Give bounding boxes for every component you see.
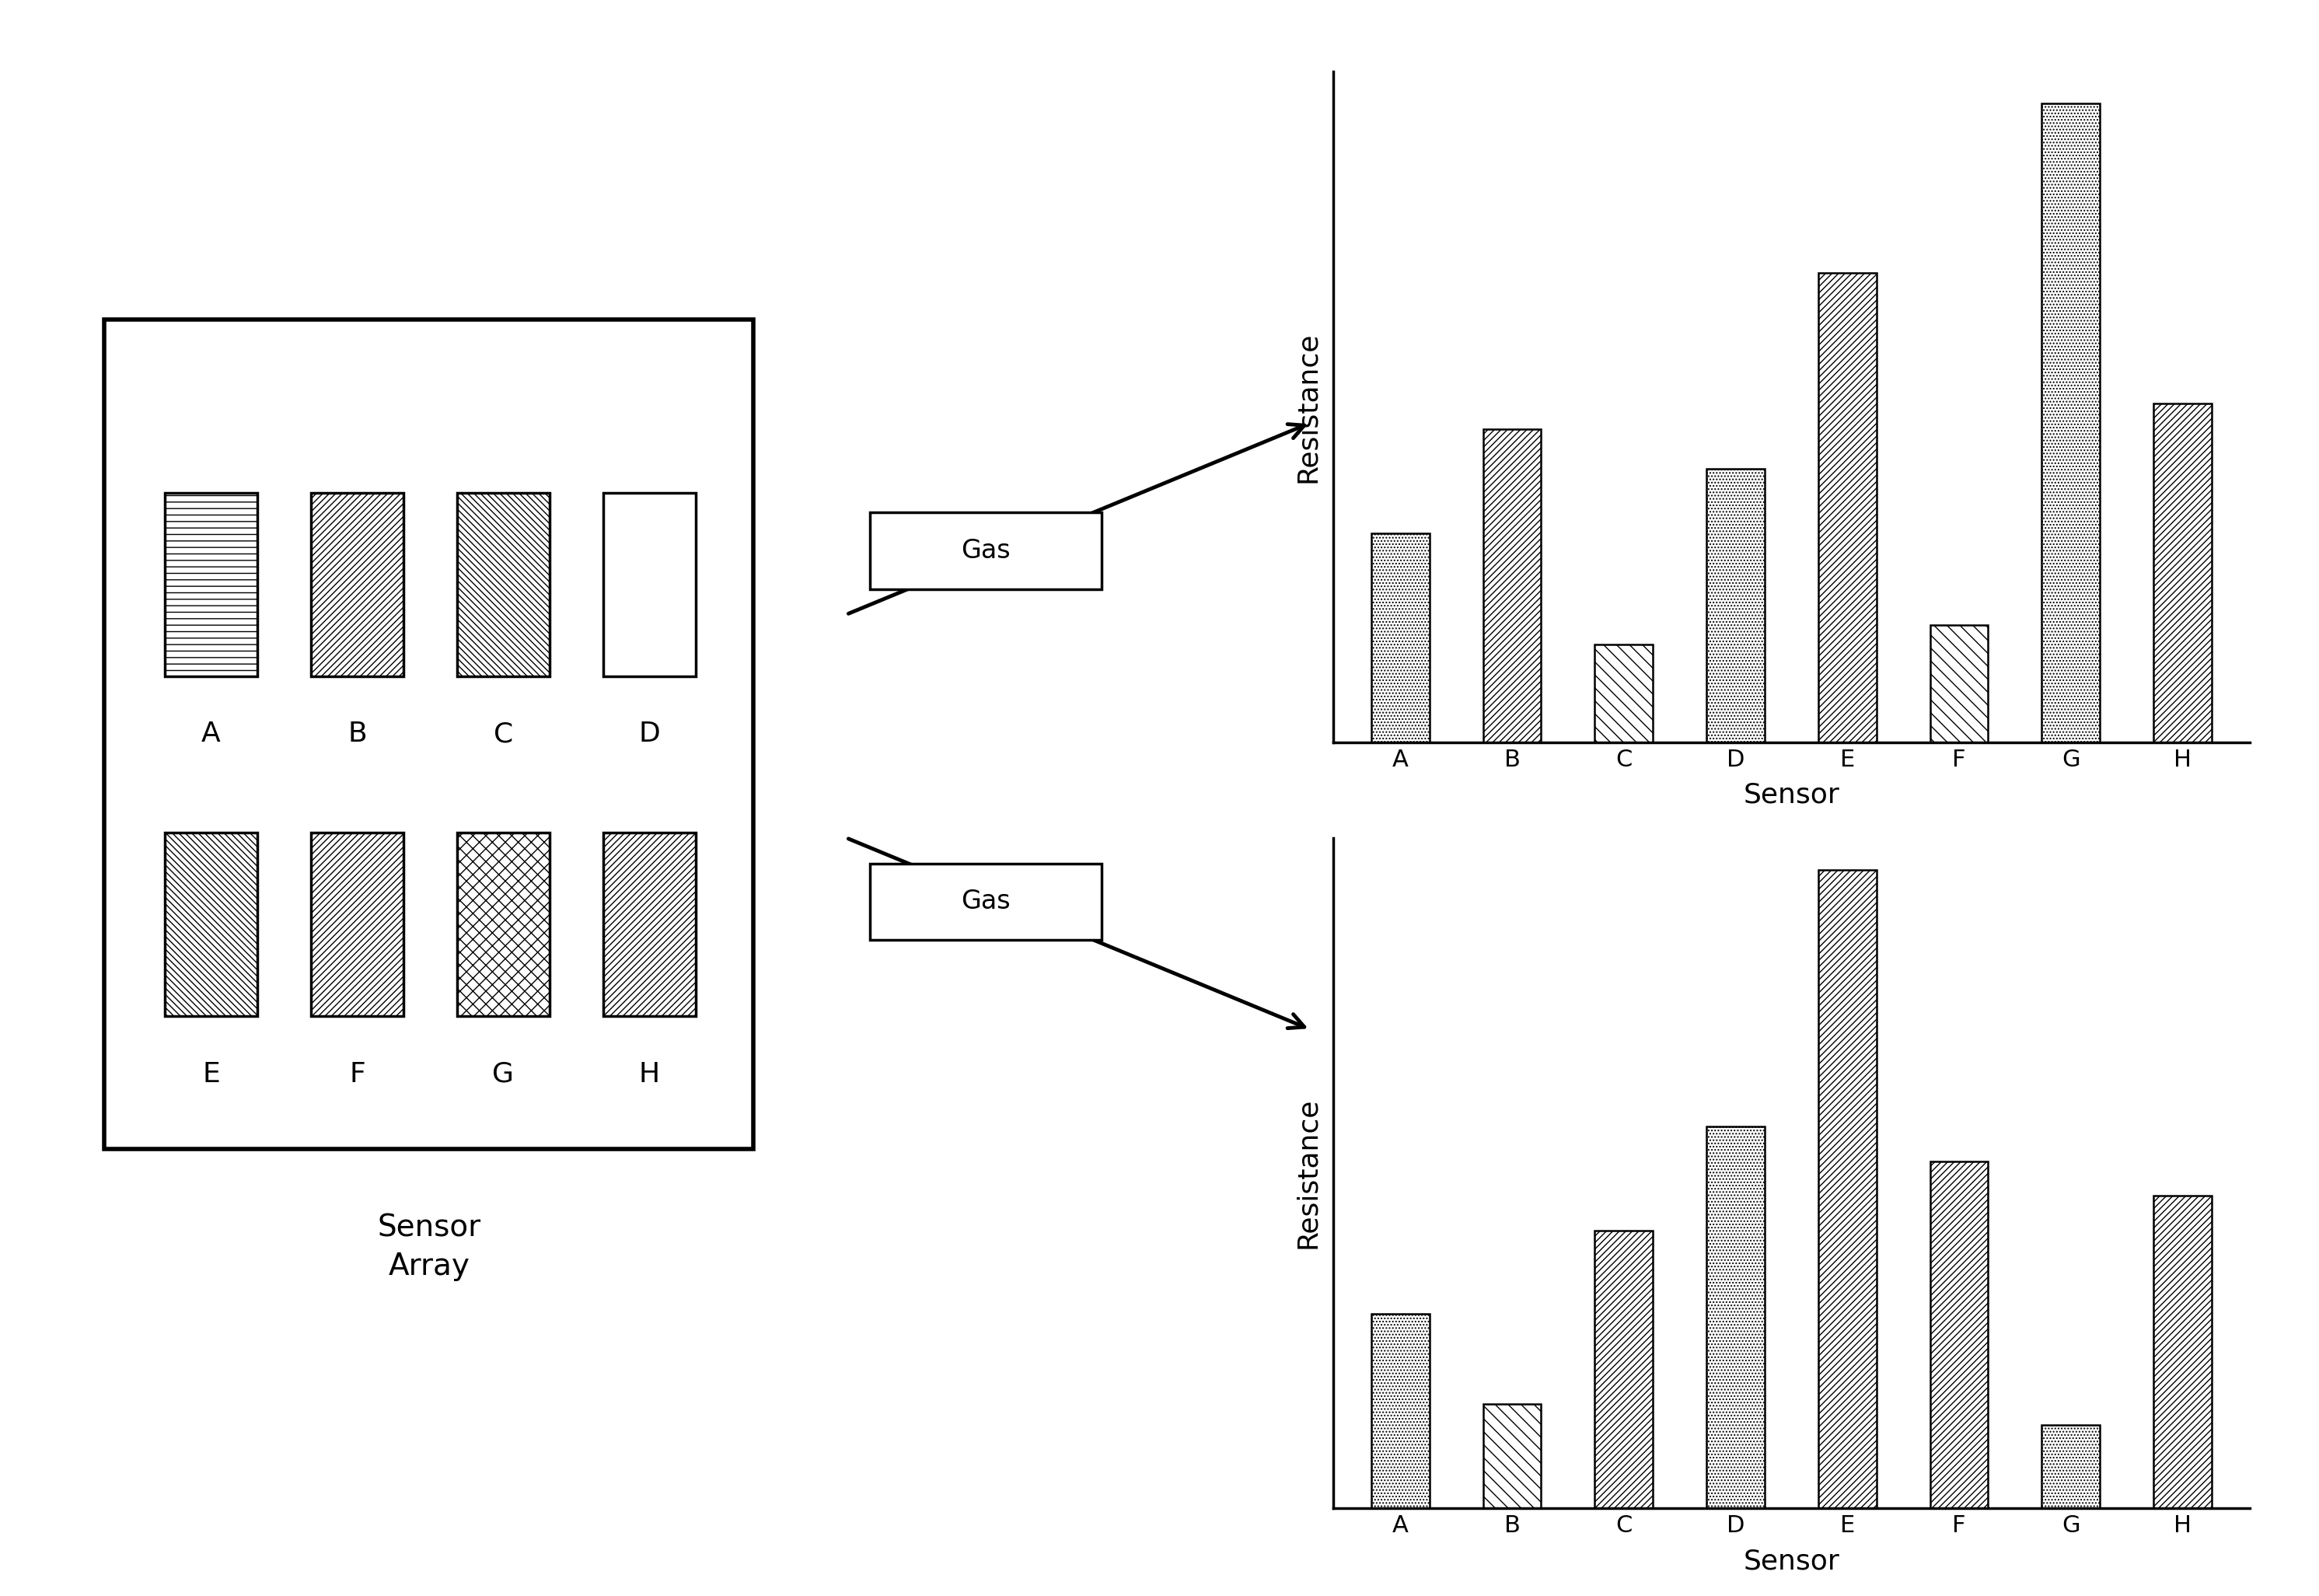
Bar: [1707, 1127, 1765, 1508]
Bar: [457, 833, 550, 1017]
Text: Sensor
Array: Sensor Array: [378, 1213, 480, 1282]
Bar: [165, 493, 257, 677]
Text: H: H: [638, 1061, 661, 1087]
Text: C: C: [494, 721, 512, 747]
Bar: [311, 833, 404, 1017]
Bar: [870, 863, 1102, 940]
Bar: [870, 512, 1102, 589]
X-axis label: Sensor: Sensor: [1744, 1548, 1839, 1575]
Text: Gas: Gas: [960, 538, 1011, 563]
Text: B: B: [348, 721, 366, 747]
Bar: [1707, 469, 1765, 742]
Bar: [1484, 429, 1542, 742]
X-axis label: Sensor: Sensor: [1744, 782, 1839, 809]
Bar: [1595, 645, 1653, 742]
Bar: [2041, 1425, 2099, 1508]
Text: A: A: [202, 721, 220, 747]
Bar: [1929, 1162, 1987, 1508]
Bar: [1818, 273, 1876, 742]
Bar: [311, 493, 404, 677]
Bar: [104, 319, 754, 1149]
Text: D: D: [638, 721, 661, 747]
Y-axis label: Resistance: Resistance: [1294, 1098, 1320, 1248]
Bar: [2154, 1195, 2212, 1508]
Bar: [1371, 1314, 1429, 1508]
Text: Gas: Gas: [960, 889, 1011, 915]
Bar: [457, 493, 550, 677]
Bar: [1929, 626, 1987, 742]
Text: F: F: [350, 1061, 364, 1087]
Bar: [603, 833, 696, 1017]
Bar: [1595, 1231, 1653, 1508]
Y-axis label: Resistance: Resistance: [1294, 332, 1320, 482]
Bar: [1818, 870, 1876, 1508]
Bar: [1371, 533, 1429, 742]
Bar: [2041, 104, 2099, 742]
Bar: [2154, 404, 2212, 742]
Text: G: G: [492, 1061, 515, 1087]
Bar: [1484, 1404, 1542, 1508]
Text: E: E: [202, 1061, 220, 1087]
Bar: [165, 833, 257, 1017]
Bar: [603, 493, 696, 677]
